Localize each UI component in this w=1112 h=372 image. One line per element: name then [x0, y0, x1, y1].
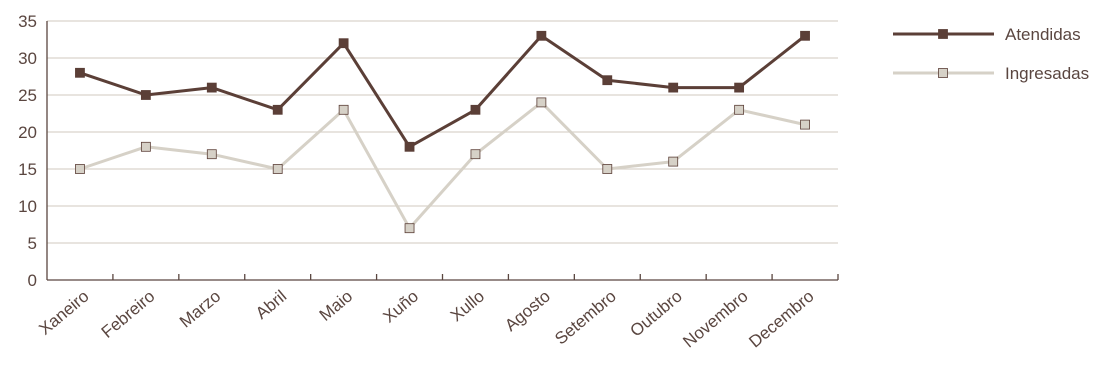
data-point-marker — [800, 119, 810, 130]
x-tick-label: Xullo — [447, 287, 488, 326]
x-tick-label: Maio — [316, 287, 356, 325]
x-tick-label: Xuño — [379, 287, 422, 327]
y-tick-label: 5 — [28, 234, 37, 253]
data-point-marker — [602, 75, 613, 86]
legend-label: Ingresadas — [1005, 64, 1089, 83]
data-point-marker — [800, 30, 810, 41]
data-point-marker — [206, 82, 217, 93]
data-point-marker — [338, 104, 349, 115]
data-point-marker — [536, 30, 547, 41]
x-tick-label: Febreiro — [98, 287, 159, 342]
x-tick-label: Xaneiro — [35, 287, 92, 339]
data-point-marker — [734, 104, 745, 115]
data-point-marker — [404, 223, 415, 234]
data-point-marker — [140, 90, 151, 100]
data-point-marker — [75, 67, 85, 78]
x-tick-label: Novembro — [679, 287, 751, 352]
data-point-marker — [75, 164, 85, 174]
x-tick-label: Abril — [252, 287, 290, 323]
y-tick-label: 10 — [18, 197, 37, 216]
legend-marker — [938, 29, 948, 39]
x-tick-label: Setembro — [551, 287, 620, 349]
series-line-ingresadas — [79, 100, 806, 230]
data-point-marker — [470, 149, 481, 160]
data-point-marker — [536, 97, 547, 108]
legend: Atendidas Ingresadas — [893, 25, 1089, 83]
legend-label: Atendidas — [1005, 25, 1081, 44]
x-tick-label: Decembro — [745, 287, 817, 352]
data-point-marker — [338, 38, 349, 49]
gridlines — [47, 20, 838, 244]
y-tick-label: 20 — [18, 123, 37, 142]
legend-marker — [938, 68, 948, 78]
x-axis-ticks: Xaneiro Febreiro Marzo Abril Maio Xuño Xullo Ag… — [35, 287, 817, 352]
data-point-marker — [272, 164, 283, 174]
series-line-atendidas — [79, 34, 806, 149]
data-point-marker — [140, 141, 151, 152]
axes — [46, 21, 839, 281]
x-tick-label: Agosto — [501, 287, 554, 336]
y-tick-label: 25 — [18, 86, 37, 105]
data-point-marker — [470, 104, 481, 115]
data-point-marker — [206, 149, 217, 160]
data-point-marker — [404, 141, 415, 152]
y-tick-label: 0 — [28, 271, 37, 290]
data-point-marker — [668, 156, 679, 167]
data-point-marker — [272, 104, 283, 115]
x-tick-label: Marzo — [176, 287, 224, 332]
data-point-marker — [602, 164, 613, 174]
y-axis-ticks: 0 5 10 15 20 25 30 35 — [18, 12, 37, 290]
data-point-marker — [668, 82, 679, 93]
y-tick-label: 15 — [18, 160, 37, 179]
y-tick-label: 35 — [18, 12, 37, 31]
data-point-marker — [734, 82, 745, 93]
y-tick-label: 30 — [18, 49, 37, 68]
x-tick-label: Outubro — [627, 287, 686, 341]
series-layer — [75, 30, 810, 234]
